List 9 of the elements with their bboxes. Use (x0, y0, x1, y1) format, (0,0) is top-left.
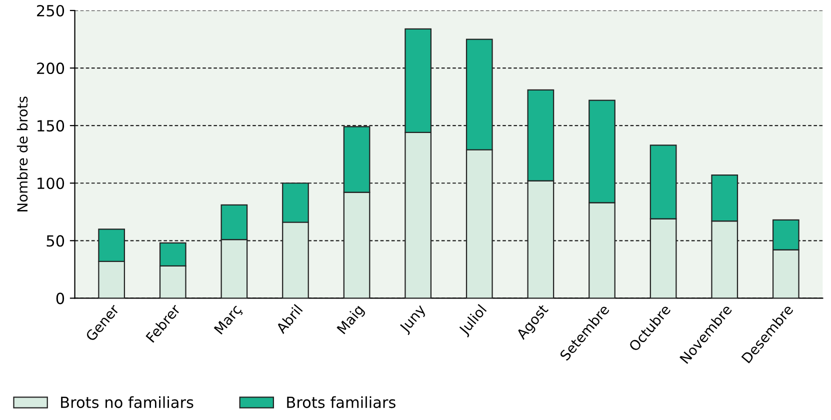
y-tick-label: 250 (37, 4, 64, 17)
y-tick-label: 50 (46, 235, 64, 247)
y-tick-label: 100 (38, 178, 64, 190)
legend-label: Brots familiars (287, 396, 396, 408)
y-axis-title: Nombre de brots (16, 96, 28, 212)
y-tick-label: 200 (37, 62, 64, 74)
y-tick-label: 0 (56, 292, 64, 304)
y-tick-label: 150 (38, 120, 64, 132)
legend-label: Brots no familiars (61, 396, 194, 408)
